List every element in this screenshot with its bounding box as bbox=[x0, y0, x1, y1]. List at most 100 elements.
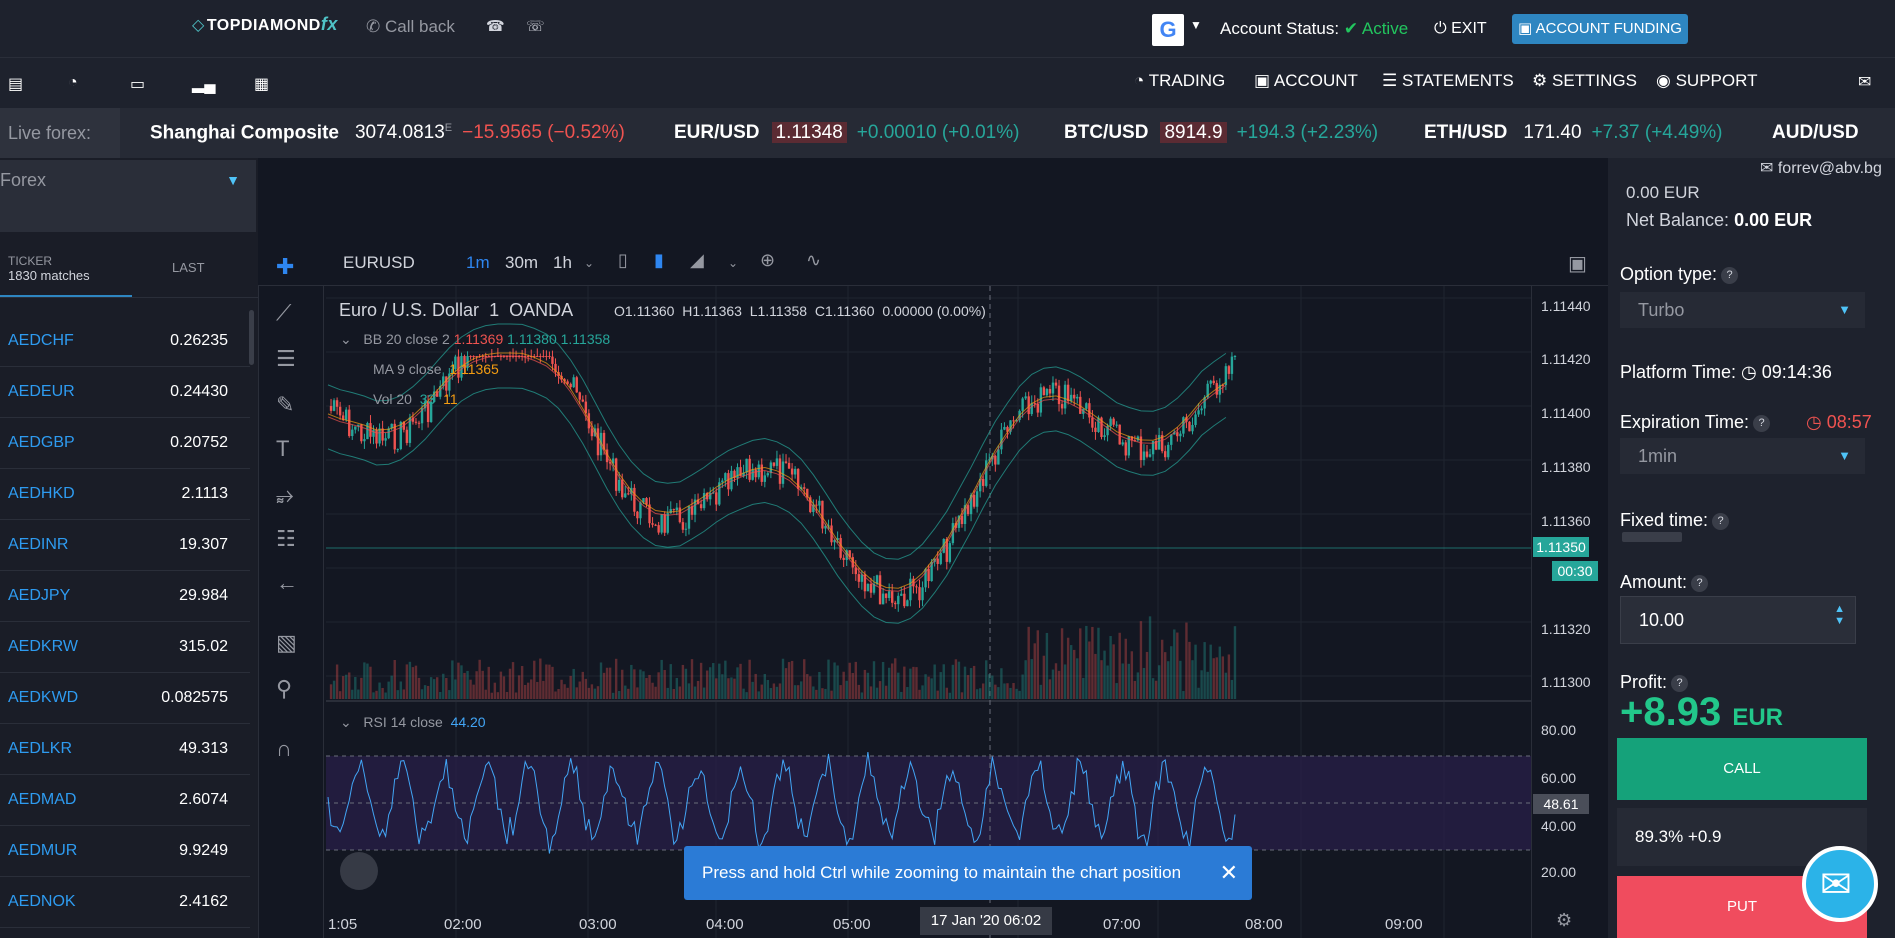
camera-icon[interactable]: ▣ bbox=[1568, 253, 1587, 275]
logo[interactable]: ◇ TOPDIAMONDfx bbox=[192, 14, 338, 34]
nav-trading[interactable]: ◔ TRADING bbox=[1134, 71, 1226, 90]
candle-body bbox=[405, 429, 409, 443]
candles-style-icon[interactable]: ▮ bbox=[654, 250, 664, 270]
bb-legend[interactable]: ⌄ BB 20 close 2 1.11369 1.11380 1.11358 bbox=[340, 331, 611, 347]
close-icon[interactable]: ✕ bbox=[1219, 860, 1238, 885]
chat-icon[interactable]: ✉ bbox=[1858, 74, 1872, 91]
chart-logo-button[interactable] bbox=[340, 852, 378, 890]
candle-body bbox=[942, 538, 945, 553]
candle-body bbox=[1048, 388, 1052, 394]
expiration-select[interactable]: 1min ▼ bbox=[1620, 438, 1865, 474]
signal-icon[interactable]: ▂▄ bbox=[192, 76, 216, 93]
column-ticker[interactable]: TICKER 1830 matches bbox=[8, 254, 90, 283]
compare-icon[interactable]: ∿ bbox=[806, 250, 822, 270]
volume-bar bbox=[1230, 679, 1234, 699]
ticker-item[interactable]: EUR/USD 1.11348 +0.00010 (+0.01%) bbox=[674, 122, 1020, 143]
bar-chart-icon[interactable]: ▤ bbox=[8, 76, 24, 93]
phone-icon[interactable]: ☎ bbox=[486, 18, 505, 35]
live-chat-button[interactable]: ✉ bbox=[1802, 846, 1878, 922]
column-last[interactable]: LAST bbox=[172, 260, 205, 275]
area-style-icon[interactable]: ◢ bbox=[690, 250, 704, 270]
settings-icon[interactable]: ⚙ bbox=[1556, 910, 1573, 930]
nav-settings[interactable]: ⚙ SETTINGS bbox=[1532, 71, 1637, 90]
ruler-icon[interactable]: ▧ bbox=[276, 630, 297, 655]
monitor-icon[interactable]: ▭ bbox=[130, 76, 146, 93]
timeframe-1m[interactable]: 1m bbox=[466, 253, 490, 272]
timeframe-30m[interactable]: 30m bbox=[505, 253, 539, 272]
magnet-icon[interactable]: ∩ bbox=[276, 736, 292, 761]
row-price: 0.24430 bbox=[170, 383, 228, 400]
brush-icon[interactable]: ✎ bbox=[276, 392, 295, 417]
google-account-icon[interactable]: G bbox=[1152, 14, 1184, 46]
exit-button[interactable]: ⏻ EXIT bbox=[1434, 20, 1487, 37]
table-row[interactable]: AEDMUR 9.9249 bbox=[0, 826, 250, 877]
help-icon[interactable]: ? bbox=[1712, 512, 1730, 530]
add-indicator-icon[interactable]: ⊕ bbox=[760, 250, 776, 270]
symbol-search[interactable]: EURUSD bbox=[343, 253, 415, 272]
table-row[interactable]: AEDKWD 0.082575 bbox=[0, 673, 250, 724]
account-funding-button[interactable]: ▣ ACCOUNT FUNDING bbox=[1512, 14, 1688, 44]
fib-icon[interactable]: ☰ bbox=[276, 346, 296, 371]
table-row[interactable]: AEDNOK 2.4162 bbox=[0, 877, 250, 928]
candle-body bbox=[918, 587, 921, 601]
help-icon[interactable]: ? bbox=[1753, 414, 1771, 432]
market-select[interactable]: Forex ▼ bbox=[0, 160, 256, 232]
table-row[interactable]: AEDEUR 0.24430 bbox=[0, 367, 250, 418]
scrollbar[interactable] bbox=[249, 310, 254, 365]
vol-legend[interactable]: Vol 20 33 11 bbox=[373, 391, 458, 407]
table-row[interactable]: AEDKRW 315.02 bbox=[0, 622, 250, 673]
volume-bar bbox=[1145, 651, 1149, 699]
call-button[interactable]: CALL bbox=[1617, 738, 1867, 800]
pie-chart-icon[interactable]: ◔ bbox=[68, 74, 78, 91]
price-chart[interactable] bbox=[326, 286, 1531, 938]
nav-statements[interactable]: ☰ STATEMENTS bbox=[1382, 71, 1514, 90]
nav-account[interactable]: ▣ ACCOUNT bbox=[1254, 71, 1358, 90]
help-icon[interactable]: ? bbox=[1671, 674, 1689, 692]
volume-bar bbox=[854, 661, 857, 699]
projection-icon[interactable]: ☷ bbox=[276, 526, 296, 551]
amount-label: Amount:? bbox=[1620, 572, 1709, 593]
volume-bar bbox=[357, 689, 360, 699]
rsi-legend[interactable]: ⌄ RSI 14 close 44.20 bbox=[340, 714, 486, 730]
help-icon[interactable]: ? bbox=[1721, 266, 1739, 284]
balance-select[interactable]: 0.00 EUR bbox=[1626, 183, 1700, 202]
candle-body bbox=[545, 356, 548, 357]
crosshair-icon[interactable]: ✚ bbox=[276, 254, 295, 279]
ticker-item[interactable]: ETH/USD 171.40 +7.37 (+4.49%) bbox=[1424, 122, 1723, 143]
table-row[interactable]: AEDLKR 49.313 bbox=[0, 724, 250, 775]
bars-style-icon[interactable]: ▯ bbox=[618, 250, 628, 270]
chevron-down-icon[interactable]: ▼ bbox=[1190, 18, 1202, 32]
timeframe-1h[interactable]: 1h bbox=[553, 253, 572, 272]
ticker-item[interactable]: BTC/USD 8914.9 +194.3 (+2.23%) bbox=[1064, 122, 1379, 143]
candle-body bbox=[1088, 403, 1091, 418]
ticker-item[interactable]: Shanghai Composite 3074.0813E −15.9565 (−0… bbox=[150, 122, 625, 144]
volume-bar bbox=[599, 662, 603, 699]
table-row[interactable]: AEDCHF 0.26235 bbox=[0, 316, 250, 367]
price-axis[interactable] bbox=[1531, 286, 1608, 938]
call-back-link[interactable]: ✆ Call back bbox=[366, 17, 455, 36]
table-row[interactable]: AEDMAD 2.6074 bbox=[0, 775, 250, 826]
arrow-left-icon[interactable]: ← bbox=[276, 570, 298, 595]
ma-legend[interactable]: MA 9 close 1.11365 bbox=[373, 361, 499, 377]
table-row[interactable]: AEDJPY 29.984 bbox=[0, 571, 250, 622]
nav-support[interactable]: ◉ SUPPORT bbox=[1656, 71, 1758, 90]
whatsapp-icon[interactable]: ☏ bbox=[526, 18, 545, 35]
option-type-select[interactable]: Turbo ▼ bbox=[1620, 292, 1865, 328]
chevron-down-icon[interactable]: ⌄ bbox=[728, 256, 739, 270]
user-email[interactable]: ✉ forrev@abv.bg bbox=[1760, 160, 1882, 177]
candle-body bbox=[627, 493, 630, 495]
table-row[interactable]: AEDHKD 2.1113 bbox=[0, 469, 250, 520]
trend-line-icon[interactable]: ⟋ bbox=[276, 300, 292, 325]
amount-input[interactable]: 10.00 ▲ ▼ bbox=[1620, 596, 1856, 644]
stepper-icon[interactable]: ▲ ▼ bbox=[1834, 603, 1845, 627]
help-icon[interactable]: ? bbox=[1691, 574, 1709, 592]
ticker-item[interactable]: AUD/USD bbox=[1772, 122, 1859, 143]
table-row[interactable]: AEDGBP 0.20752 bbox=[0, 418, 250, 469]
chevron-down-icon[interactable]: ⌄ bbox=[584, 256, 595, 270]
fixed-time-toggle[interactable] bbox=[1622, 532, 1682, 542]
table-row[interactable]: AEDINR 19.307 bbox=[0, 520, 250, 571]
zoom-in-icon[interactable]: ⚲ bbox=[276, 676, 293, 701]
calendar-icon[interactable]: ▦ bbox=[254, 76, 270, 93]
text-icon[interactable]: T bbox=[276, 436, 290, 461]
pattern-icon[interactable]: ⥵ bbox=[276, 482, 294, 507]
